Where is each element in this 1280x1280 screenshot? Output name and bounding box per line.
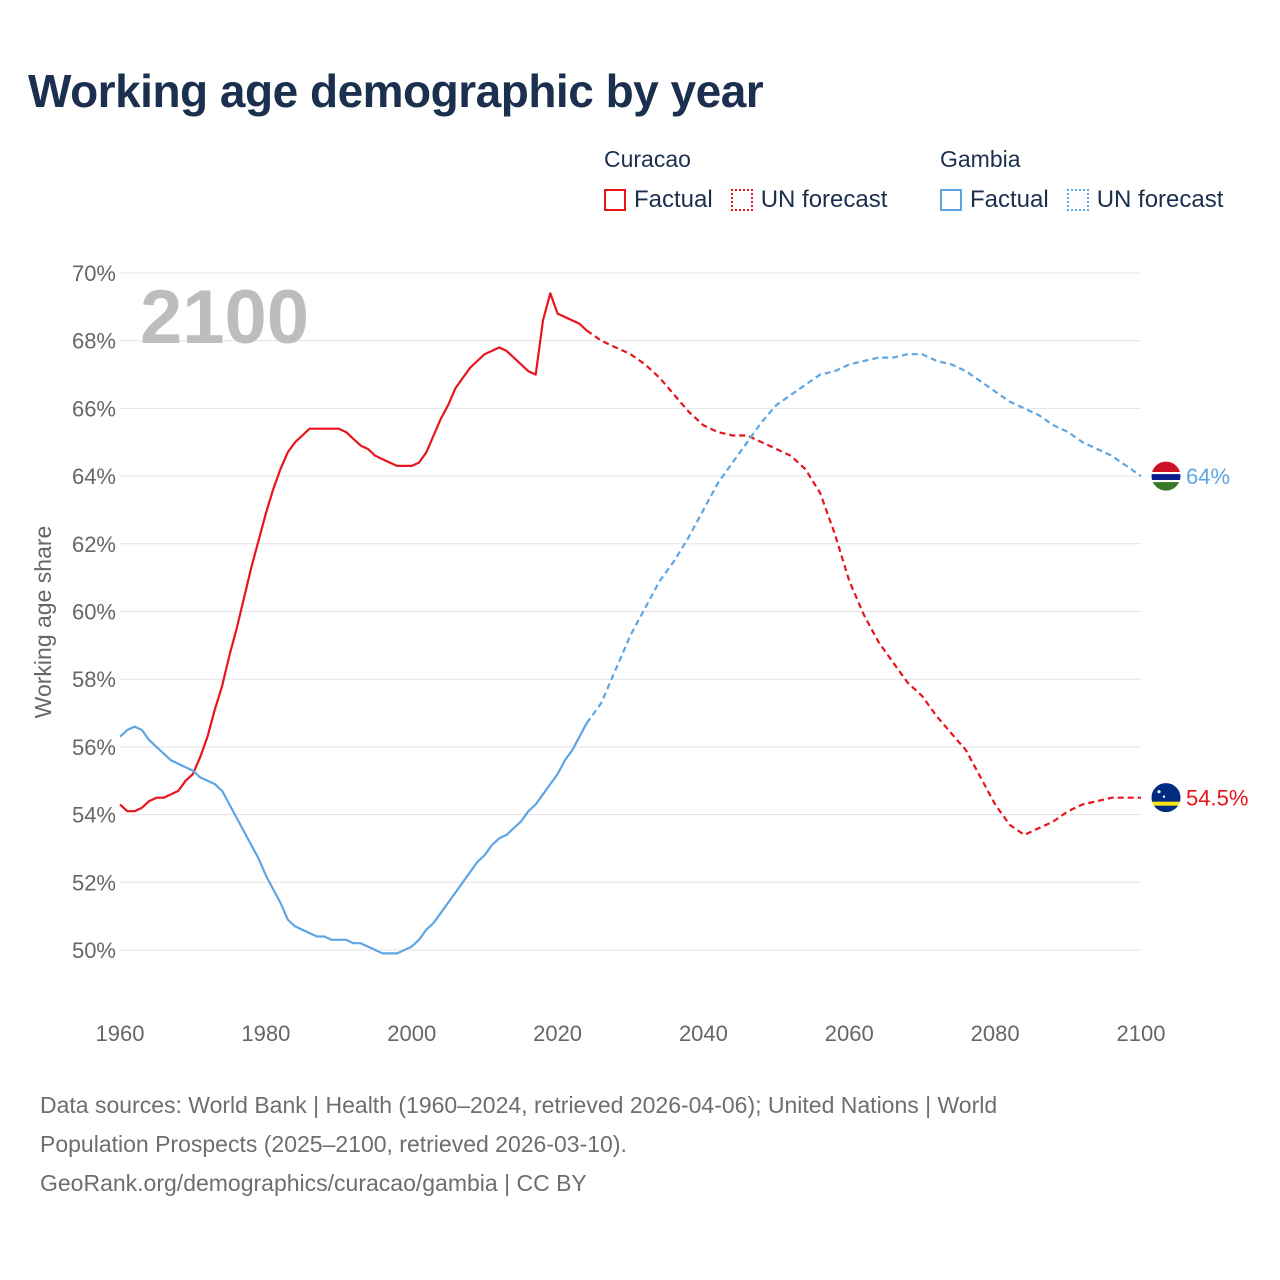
flag-stripe-white: [1151, 480, 1181, 483]
source-link[interactable]: GeoRank.org/demographics/curacao/gambia …: [40, 1170, 587, 1196]
gambia-flag: [1151, 461, 1181, 492]
x-tick-label: 2080: [971, 1021, 1020, 1046]
gambia-factual-line: [119, 722, 588, 955]
legend-group-name: Gambia: [940, 146, 1021, 172]
y-axis-label: Working age share: [30, 526, 56, 719]
y-tick-label: 50%: [72, 938, 116, 963]
source-line: Population Prospects (2025–2100, retriev…: [40, 1131, 627, 1157]
flag-star: [1157, 790, 1161, 794]
chart-title: Working age demographic by year: [28, 65, 764, 117]
curacao-flag: [1151, 782, 1181, 813]
legend-group-name: Curacao: [604, 146, 691, 172]
curacao-forecast-line: [586, 329, 1141, 836]
data-source-note: Data sources: World Bank | Health (1960–…: [40, 1086, 1190, 1203]
legend-label: Factual: [970, 186, 1049, 213]
flag-field-blue: [1151, 782, 1181, 813]
y-tick-label: 54%: [72, 803, 116, 828]
legend-swatch-dotted: [730, 189, 753, 211]
source-line: Data sources: World Bank | Health (1960–…: [40, 1092, 998, 1118]
line-chart: 50% 52% 54% 56% 58% 60% 62% 64% 66% 68% 70% 1960 198…: [30, 261, 1248, 1046]
y-tick-label: 68%: [72, 329, 116, 354]
x-tick-label: 2040: [679, 1021, 728, 1046]
flag-stripe-green: [1151, 482, 1181, 492]
legend-gambia-forecast[interactable]: UN forecast: [1066, 186, 1224, 214]
flag-stripe-yellow: [1151, 801, 1181, 806]
legend-swatch-solid: [604, 189, 626, 211]
legend-label: UN forecast: [760, 186, 888, 213]
y-tick-label: 64%: [72, 464, 116, 489]
legend-swatch-solid: [940, 189, 962, 211]
legend-group-curacao: Curacao Factual UN forecast: [604, 144, 905, 214]
y-tick-label: 62%: [72, 532, 116, 557]
legend-curacao-forecast[interactable]: UN forecast: [730, 186, 888, 214]
legend-gambia-factual[interactable]: Factual: [940, 186, 1049, 214]
y-tick-label: 56%: [72, 735, 116, 760]
x-tick-label: 2100: [1117, 1021, 1166, 1046]
legend-curacao-factual[interactable]: Factual: [604, 186, 713, 214]
flag-stripe-blue: [1151, 474, 1181, 481]
y-tick-label: 52%: [72, 870, 116, 895]
legend-swatch-dotted: [1066, 189, 1089, 211]
curacao-flag-ring: [1150, 782, 1182, 814]
gambia-end-label: 64%: [1186, 464, 1230, 489]
flag-stripe-red: [1151, 461, 1181, 473]
flag-star: [1162, 795, 1166, 798]
x-tick-label: 2020: [533, 1021, 582, 1046]
gambia-forecast-line: [585, 353, 1142, 724]
gambia-flag-ring: [1150, 460, 1182, 492]
y-tick-label: 66%: [72, 396, 116, 421]
y-tick-label: 60%: [72, 600, 116, 625]
year-overlay: 2100: [140, 275, 309, 360]
y-tick-label: 70%: [72, 261, 116, 286]
legend-label: UN forecast: [1096, 186, 1224, 213]
curacao-end-label: 54.5%: [1186, 786, 1248, 811]
flag-stripe-white: [1151, 472, 1181, 475]
y-tick-label: 58%: [72, 667, 116, 692]
legend-label: Factual: [634, 186, 713, 213]
x-tick-label: 2000: [387, 1021, 436, 1046]
x-tick-label: 2060: [825, 1021, 874, 1046]
x-tick-label: 1960: [96, 1021, 145, 1046]
curacao-factual-line: [119, 292, 588, 813]
x-tick-label: 1980: [241, 1021, 290, 1046]
legend-group-gambia: Gambia Factual UN forecast: [940, 144, 1241, 214]
